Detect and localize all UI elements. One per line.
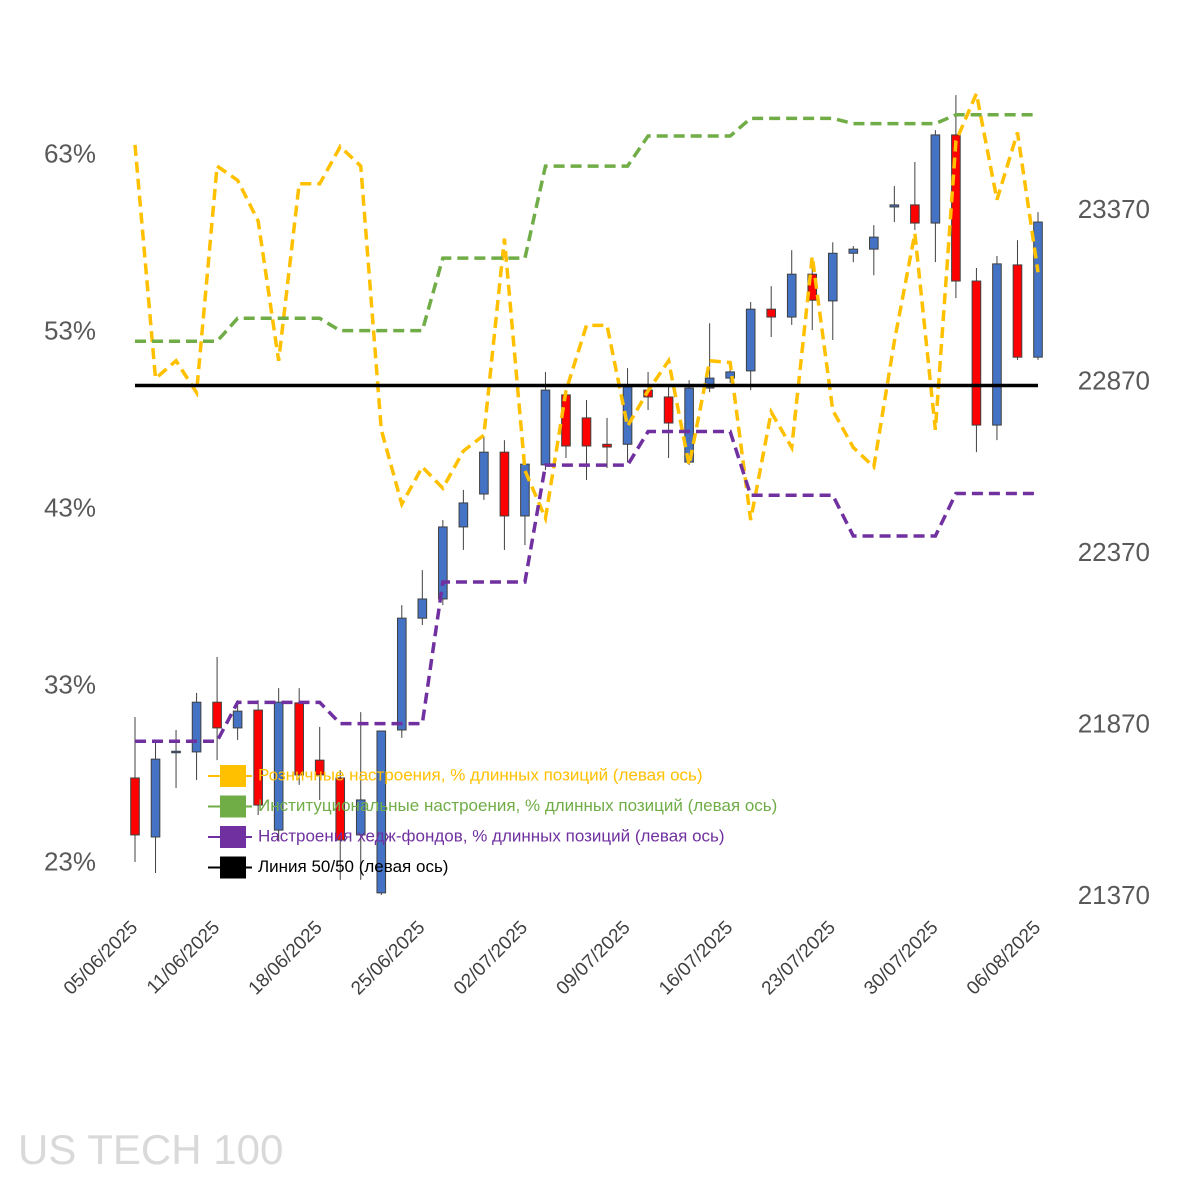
- x-tick-label: 09/07/2025: [553, 917, 635, 999]
- legend-swatch: [220, 795, 246, 818]
- series-line: [135, 113, 1038, 344]
- candle-body: [376, 730, 387, 894]
- candle-body: [232, 710, 243, 729]
- y-tick-label: 53%: [44, 315, 96, 345]
- legend-swatch: [220, 765, 246, 787]
- y-tick-label: 23%: [44, 846, 96, 876]
- candle-body: [294, 702, 304, 776]
- y2-tick-label: 22370: [1078, 537, 1150, 567]
- candle-body: [992, 263, 1002, 426]
- candle-body: [191, 701, 202, 753]
- legend-label: Розничные настроения, % длинных позиций …: [258, 765, 703, 784]
- x-tick-label: 16/07/2025: [655, 917, 737, 999]
- x-tick-label: 06/08/2025: [963, 917, 1045, 999]
- candle-body: [253, 709, 263, 806]
- x-tick-label: 25/06/2025: [347, 917, 429, 999]
- candle-body: [273, 701, 284, 831]
- candle-body: [745, 308, 756, 372]
- candle-body: [540, 389, 551, 466]
- x-tick-label: 18/06/2025: [245, 917, 327, 999]
- candle-body: [704, 377, 715, 389]
- watermark: US TECH 100: [18, 1126, 283, 1173]
- candle-body: [971, 280, 982, 426]
- candle-body: [314, 759, 325, 776]
- candle-body: [1033, 221, 1043, 358]
- candle-body: [335, 777, 346, 841]
- candle-body: [889, 204, 900, 208]
- x-tick-label: 05/06/2025: [60, 917, 142, 999]
- x-tick-label: 30/07/2025: [860, 917, 942, 999]
- x-tick-label: 23/07/2025: [758, 917, 840, 999]
- legend-label: Линия 50/50 (левая ось): [258, 857, 448, 876]
- candle-body: [725, 371, 735, 379]
- y2-tick-label: 23370: [1078, 194, 1150, 224]
- candle-body: [930, 134, 941, 224]
- candle-body: [458, 502, 469, 528]
- candle-body: [355, 799, 366, 836]
- candle-body: [869, 236, 879, 250]
- candle-body: [212, 701, 222, 729]
- y2-tick-label: 22870: [1078, 365, 1150, 395]
- candle-body: [951, 134, 961, 282]
- candle-body: [417, 598, 428, 619]
- y-tick-label: 43%: [44, 492, 96, 522]
- candle-body: [1012, 264, 1023, 358]
- candle-body: [130, 777, 140, 836]
- candle-body: [396, 617, 407, 731]
- candle-body: [766, 308, 777, 318]
- candle-body: [786, 273, 797, 318]
- candle-body: [499, 451, 510, 517]
- candle-body: [581, 417, 592, 447]
- series-line: [135, 429, 1038, 744]
- candle-body: [602, 443, 612, 448]
- candle-body: [663, 396, 674, 424]
- legend-swatch: [220, 826, 246, 848]
- candle-body: [561, 394, 571, 447]
- candle-body: [827, 252, 838, 302]
- legend-swatch: [220, 856, 246, 879]
- y2-tick-label: 21370: [1078, 880, 1150, 910]
- legend-label: Настроения хедж-фондов, % длинных позици…: [258, 826, 725, 845]
- x-tick-label: 11/06/2025: [143, 917, 224, 998]
- legend-label: Институциональные настроения, % длинных …: [258, 796, 777, 815]
- candle-body: [848, 248, 859, 254]
- candle-body: [438, 526, 448, 600]
- y2-tick-label: 21870: [1078, 708, 1150, 738]
- candle-body: [910, 204, 920, 224]
- candle-body: [479, 451, 489, 495]
- y-tick-label: 33%: [44, 669, 96, 699]
- candle-body: [171, 750, 181, 754]
- x-tick-label: 02/07/2025: [450, 917, 532, 999]
- y-tick-label: 63%: [44, 138, 96, 168]
- series-line: [133, 87, 1040, 525]
- candle-body: [150, 758, 161, 838]
